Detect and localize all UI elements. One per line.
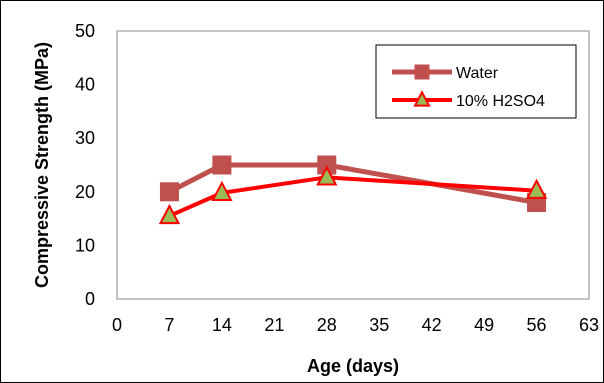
x-tick-label: 7 bbox=[164, 315, 174, 335]
data-point bbox=[212, 155, 232, 175]
data-point bbox=[159, 182, 179, 202]
y-tick-label: 40 bbox=[75, 75, 95, 95]
x-tick-label: 56 bbox=[527, 315, 547, 335]
data-point bbox=[158, 203, 181, 225]
y-tick-label: 0 bbox=[85, 289, 95, 309]
y-tick-label: 10 bbox=[75, 235, 95, 255]
y-axis-title: Compressive Strength (MPa) bbox=[32, 42, 52, 288]
legend-swatch-marker bbox=[414, 64, 430, 80]
legend-label: 10% H2SO4 bbox=[456, 93, 545, 110]
x-tick-label: 14 bbox=[212, 315, 232, 335]
legend: Water 10% H2SO4 bbox=[375, 44, 577, 119]
legend-item: 10% H2SO4 bbox=[392, 90, 545, 110]
legend-item: Water bbox=[392, 64, 499, 82]
x-tick-label: 0 bbox=[112, 315, 122, 335]
x-tick-label: 63 bbox=[579, 315, 599, 335]
x-tick-label: 28 bbox=[317, 315, 337, 335]
data-point bbox=[525, 178, 548, 199]
x-tick-label: 49 bbox=[474, 315, 494, 335]
legend-box bbox=[375, 44, 577, 119]
x-axis-title: Age (days) bbox=[307, 356, 399, 376]
x-tick-label: 35 bbox=[369, 315, 389, 335]
data-point bbox=[211, 180, 233, 202]
x-tick-label: 21 bbox=[264, 315, 284, 335]
y-tick-label: 20 bbox=[75, 182, 95, 202]
legend-swatch-marker bbox=[413, 90, 431, 107]
legend-label: Water bbox=[456, 65, 499, 82]
y-tick-label: 50 bbox=[75, 21, 95, 41]
plot-area bbox=[116, 30, 590, 300]
series-line bbox=[168, 175, 537, 218]
x-tick-label: 42 bbox=[422, 315, 442, 335]
data-series bbox=[158, 155, 548, 225]
series-h2so4 bbox=[158, 165, 548, 225]
axes: 0 10 20 30 40 50 0 7 14 21 28 35 42 49 56 63 bbox=[75, 21, 599, 335]
y-tick-label: 30 bbox=[75, 128, 95, 148]
data-point bbox=[316, 165, 338, 186]
